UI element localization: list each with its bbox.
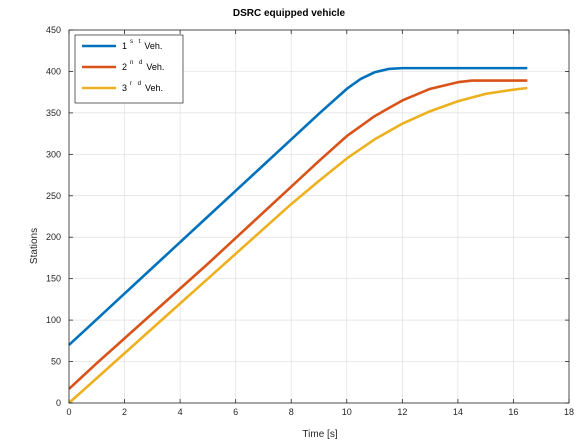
series-line-1 (68, 66, 528, 346)
x-tick-label: 16 (508, 407, 518, 417)
x-tick-label: 10 (342, 407, 352, 417)
x-tick-label: 2 (122, 407, 127, 417)
x-axis-label: Time [s] (302, 429, 337, 440)
x-tick-label: 4 (178, 407, 183, 417)
y-tick-label: 150 (46, 274, 61, 284)
x-tick-label: 8 (289, 407, 294, 417)
x-tick-label: 0 (66, 407, 71, 417)
y-tick-label: 250 (46, 191, 61, 201)
series-line-2 (68, 79, 528, 390)
y-tick-label: 200 (46, 232, 61, 242)
x-tick-label: 14 (453, 407, 463, 417)
y-tick-label: 450 (46, 25, 61, 35)
series-line-3 (68, 86, 528, 404)
x-tick-label: 6 (233, 407, 238, 417)
series-layer (68, 66, 528, 404)
x-tick-label: 12 (397, 407, 407, 417)
y-tick-label: 300 (46, 149, 61, 159)
chart-title: DSRC equipped vehicle (233, 8, 346, 19)
y-axis-label: Stations (29, 228, 40, 264)
axis-ticks: 0 2 4 6 8 10 12 14 16 18 0 50 100 150 200 250 300 350 400 4… (46, 25, 574, 417)
x-tick-label: 18 (564, 407, 574, 417)
y-tick-label: 350 (46, 108, 61, 118)
y-tick-label: 0 (56, 398, 61, 408)
y-tick-label: 400 (46, 66, 61, 76)
plot-area-frame (68, 29, 570, 404)
y-tick-label: 50 (51, 357, 61, 367)
y-tick-label: 100 (46, 315, 61, 325)
